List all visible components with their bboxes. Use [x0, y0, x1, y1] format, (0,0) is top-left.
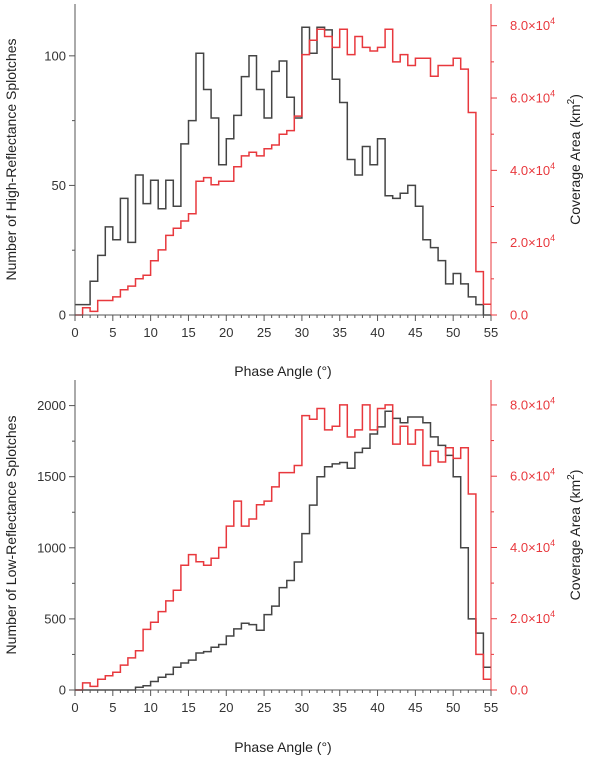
x-tick-label: 40 — [370, 325, 384, 340]
left-y-tick-label: 50 — [52, 178, 66, 193]
right-y-tick-label: 8.0×104 — [510, 16, 555, 33]
x-tick-label: 0 — [71, 700, 78, 715]
x-tick-label: 50 — [446, 700, 460, 715]
left-y-tick-label: 1500 — [37, 469, 66, 484]
right-y-tick-label: 8.0×104 — [510, 395, 555, 412]
coverage-area-series-line — [75, 404, 491, 691]
right-y-tick-label: 4.0×104 — [510, 538, 555, 555]
low-reflectance-histogram-panel: 0 5 10 15 20 25 30 35 40 45 50 55 0 500 1000 1500 2000 0.… — [3, 380, 583, 755]
left-y-tick-label: 0 — [59, 683, 66, 698]
high-reflectance-histogram-panel: 0 5 10 15 20 25 30 35 40 45 50 55 0 50 100 0.0 2.0×104 4.… — [3, 4, 583, 379]
right-y-tick-label: 6.0×104 — [510, 467, 555, 484]
coverage-area-series-line — [75, 28, 491, 316]
x-tick-label: 5 — [109, 700, 116, 715]
right-y-tick-label: 2.0×104 — [510, 609, 555, 626]
right-y-tick-label: 2.0×104 — [510, 233, 555, 250]
x-tick-label: 10 — [143, 700, 157, 715]
x-tick-label: 40 — [370, 700, 384, 715]
left-y-tick-label: 500 — [44, 611, 66, 626]
right-y-axis-title: Coverage Area (km2) — [566, 94, 583, 225]
x-tick-label: 20 — [219, 325, 233, 340]
x-tick-label: 45 — [408, 700, 422, 715]
right-y-tick-label: 0.0 — [510, 308, 528, 323]
x-tick-label: 35 — [332, 325, 346, 340]
x-tick-label: 15 — [181, 700, 195, 715]
x-tick-label: 55 — [484, 700, 498, 715]
x-tick-label: 35 — [332, 700, 346, 715]
x-tick-label: 30 — [295, 325, 309, 340]
right-y-tick-label: 0.0 — [510, 683, 528, 698]
x-tick-label: 45 — [408, 325, 422, 340]
x-tick-label: 25 — [257, 700, 271, 715]
x-tick-label: 20 — [219, 700, 233, 715]
x-tick-label: 10 — [143, 325, 157, 340]
x-tick-label: 50 — [446, 325, 460, 340]
x-tick-label: 15 — [181, 325, 195, 340]
right-y-tick-label: 4.0×104 — [510, 161, 555, 178]
x-axis-title: Phase Angle (°) — [234, 739, 331, 755]
left-y-axis-title: Number of High-Reflectance Splotches — [3, 38, 19, 280]
count-series-line — [75, 26, 491, 316]
left-y-tick-label: 100 — [44, 48, 66, 63]
x-tick-label: 30 — [295, 700, 309, 715]
left-y-tick-label: 2000 — [37, 398, 66, 413]
left-y-axis-title: Number of Low-Reflectance Splotches — [3, 416, 19, 655]
x-tick-label: 5 — [109, 325, 116, 340]
count-series-line — [75, 410, 491, 691]
left-y-tick-label: 0 — [59, 308, 66, 323]
x-tick-label: 0 — [71, 325, 78, 340]
x-tick-label: 55 — [484, 325, 498, 340]
left-y-tick-label: 1000 — [37, 540, 66, 555]
x-tick-label: 25 — [257, 325, 271, 340]
x-axis-title: Phase Angle (°) — [234, 363, 331, 379]
right-y-tick-label: 6.0×104 — [510, 89, 555, 106]
right-y-axis-title: Coverage Area (km2) — [566, 470, 583, 601]
